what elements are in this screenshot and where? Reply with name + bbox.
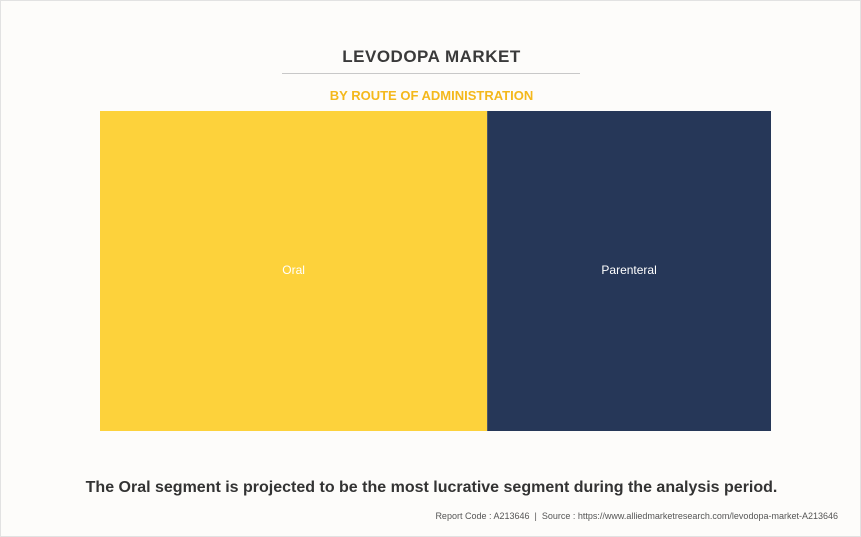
treemap-tile-parenteral [487, 111, 771, 431]
source-line: Report Code : A213646 | Source : https://w… [435, 511, 838, 521]
title-divider [282, 73, 580, 74]
treemap-tile-oral [100, 111, 488, 431]
treemap-label-parenteral: Parenteral [601, 263, 656, 277]
source-url: Source : https://www.alliedmarketresearc… [541, 511, 838, 521]
treemap-label-oral: Oral [282, 263, 305, 277]
source-separator: | [534, 511, 537, 521]
report-code: Report Code : A213646 [435, 511, 530, 521]
chart-caption: The Oral segment is projected to be the … [85, 479, 778, 496]
treemap-chart: Oral Parenteral [100, 111, 771, 431]
chart-subtitle: BY ROUTE OF ADMINISTRATION [329, 88, 534, 103]
chart-title: LEVODOPA MARKET [342, 47, 521, 66]
